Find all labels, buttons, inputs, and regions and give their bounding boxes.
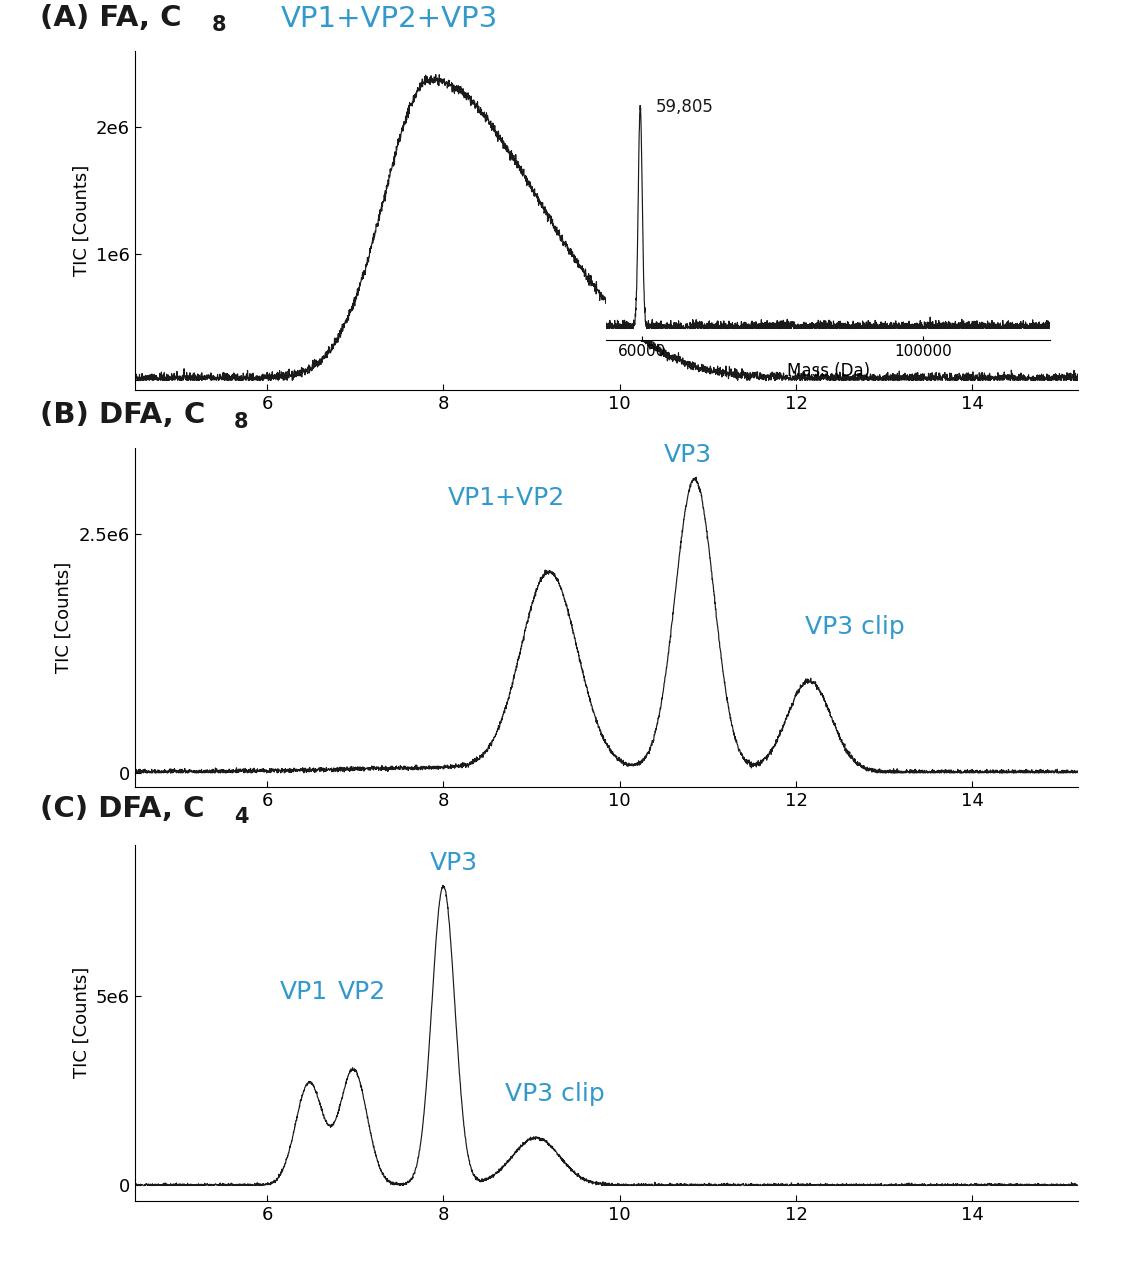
Text: VP3 clip: VP3 clip xyxy=(805,616,904,639)
Text: (B) DFA, C: (B) DFA, C xyxy=(40,401,206,429)
Text: 8: 8 xyxy=(212,15,227,35)
Text: (C) DFA, C: (C) DFA, C xyxy=(40,795,204,823)
Text: VP2: VP2 xyxy=(338,979,386,1004)
Text: VP1+VP2: VP1+VP2 xyxy=(448,486,565,511)
Text: VP3: VP3 xyxy=(430,851,478,876)
Text: VP3 clip: VP3 clip xyxy=(505,1082,605,1106)
Text: VP3: VP3 xyxy=(664,443,712,467)
Text: (A) FA, C: (A) FA, C xyxy=(40,4,182,32)
Text: 8: 8 xyxy=(234,412,248,431)
Text: VP1+VP2+VP3: VP1+VP2+VP3 xyxy=(281,5,499,33)
Y-axis label: TIC [Counts]: TIC [Counts] xyxy=(55,562,73,673)
Y-axis label: TIC [Counts]: TIC [Counts] xyxy=(72,165,90,276)
Y-axis label: TIC [Counts]: TIC [Counts] xyxy=(72,968,90,1078)
Text: VP1: VP1 xyxy=(281,979,328,1004)
Text: 4: 4 xyxy=(234,806,248,827)
